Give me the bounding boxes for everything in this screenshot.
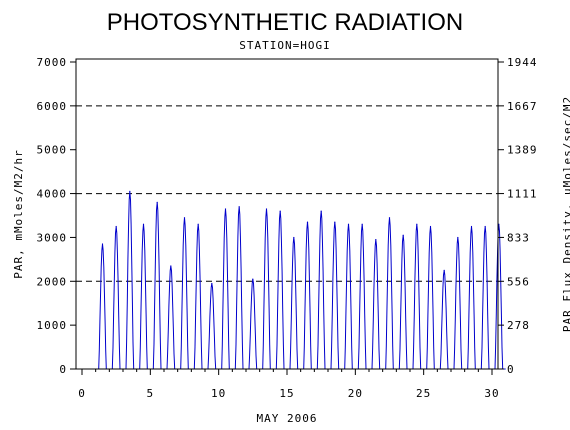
peak-point-day-12 (252, 278, 254, 280)
chart-title: PHOTOSYNTHETIC RADIATION (107, 9, 463, 36)
y-axis-label-left: PAR, mMoles/M2/hr (12, 149, 25, 279)
peak-point-day-15 (293, 236, 295, 239)
peak-point-day-11 (238, 206, 240, 208)
y-tick-label-left-3000: 3000 (37, 231, 68, 244)
peak-point-day-13 (265, 208, 268, 210)
peak-point-day-4 (142, 223, 145, 225)
y-axis-label-right: PAR Flux Density, uMoles/sec/M2 (561, 96, 570, 332)
y-tick-label-left-1000: 1000 (37, 319, 68, 332)
y-tick-label-left-6000: 6000 (37, 100, 68, 113)
peak-point-day-14 (279, 210, 281, 212)
x-tick-label-25: 25 (416, 387, 431, 400)
peak-point-day-10 (224, 208, 227, 210)
peak-point-day-8 (197, 223, 199, 225)
gridlines (76, 105, 498, 282)
y-tick-label-left-4000: 4000 (37, 188, 68, 201)
peak-point-day-22 (388, 217, 391, 219)
x-tick-label-15: 15 (279, 387, 294, 400)
y-tick-label-left-2000: 2000 (37, 275, 68, 288)
x-tick-label-0: 0 (78, 387, 86, 400)
y-tick-label-right-2: 556 (507, 275, 530, 288)
chart-subtitle: STATION=HOGI (239, 39, 330, 52)
peak-point-day-30 (498, 223, 500, 225)
y-tick-label-right-4: 1111 (507, 188, 538, 201)
y-tick-label-left-5000: 5000 (37, 144, 68, 157)
peak-point-day-9 (211, 282, 213, 285)
x-axis-label: MAY 2006 (257, 412, 318, 425)
x-tick-label-10: 10 (211, 387, 226, 400)
peak-point-day-28 (470, 225, 473, 228)
series-line-par (95, 191, 506, 370)
y-tick-label-left-7000: 7000 (37, 56, 68, 69)
peak-point-day-3 (129, 190, 131, 192)
x-tick-label-5: 5 (147, 387, 155, 400)
series-group (95, 190, 506, 370)
peak-point-day-2 (115, 225, 117, 228)
peak-point-day-26 (443, 269, 445, 271)
peak-point-day-16 (306, 221, 309, 223)
peak-point-day-27 (457, 236, 459, 239)
y-tick-label-right-7: 1944 (507, 56, 538, 69)
peak-point-day-17 (320, 210, 322, 212)
x-tick-label-30: 30 (484, 387, 499, 400)
peak-point-day-29 (484, 225, 486, 228)
x-tick-label-20: 20 (348, 387, 363, 400)
y-tick-label-right-3: 833 (507, 231, 530, 244)
y-tick-label-left-0: 0 (59, 363, 67, 376)
peak-point-day-1 (101, 243, 104, 245)
y-tick-label-right-6: 1667 (507, 100, 538, 113)
peak-point-day-21 (375, 239, 377, 241)
peak-point-day-23 (402, 234, 404, 236)
y-tick-label-right-5: 1389 (507, 144, 538, 157)
y-tick-label-right-1: 278 (507, 319, 530, 332)
peak-point-day-5 (156, 201, 158, 203)
peak-point-day-24 (416, 223, 418, 225)
peak-point-day-20 (361, 223, 363, 225)
peak-point-day-19 (347, 223, 350, 225)
peak-point-day-6 (170, 265, 172, 267)
peak-point-day-18 (334, 221, 336, 223)
y-tick-label-right-0: 0 (507, 363, 515, 376)
peak-point-day-25 (429, 225, 432, 228)
peak-point-day-7 (183, 217, 186, 219)
